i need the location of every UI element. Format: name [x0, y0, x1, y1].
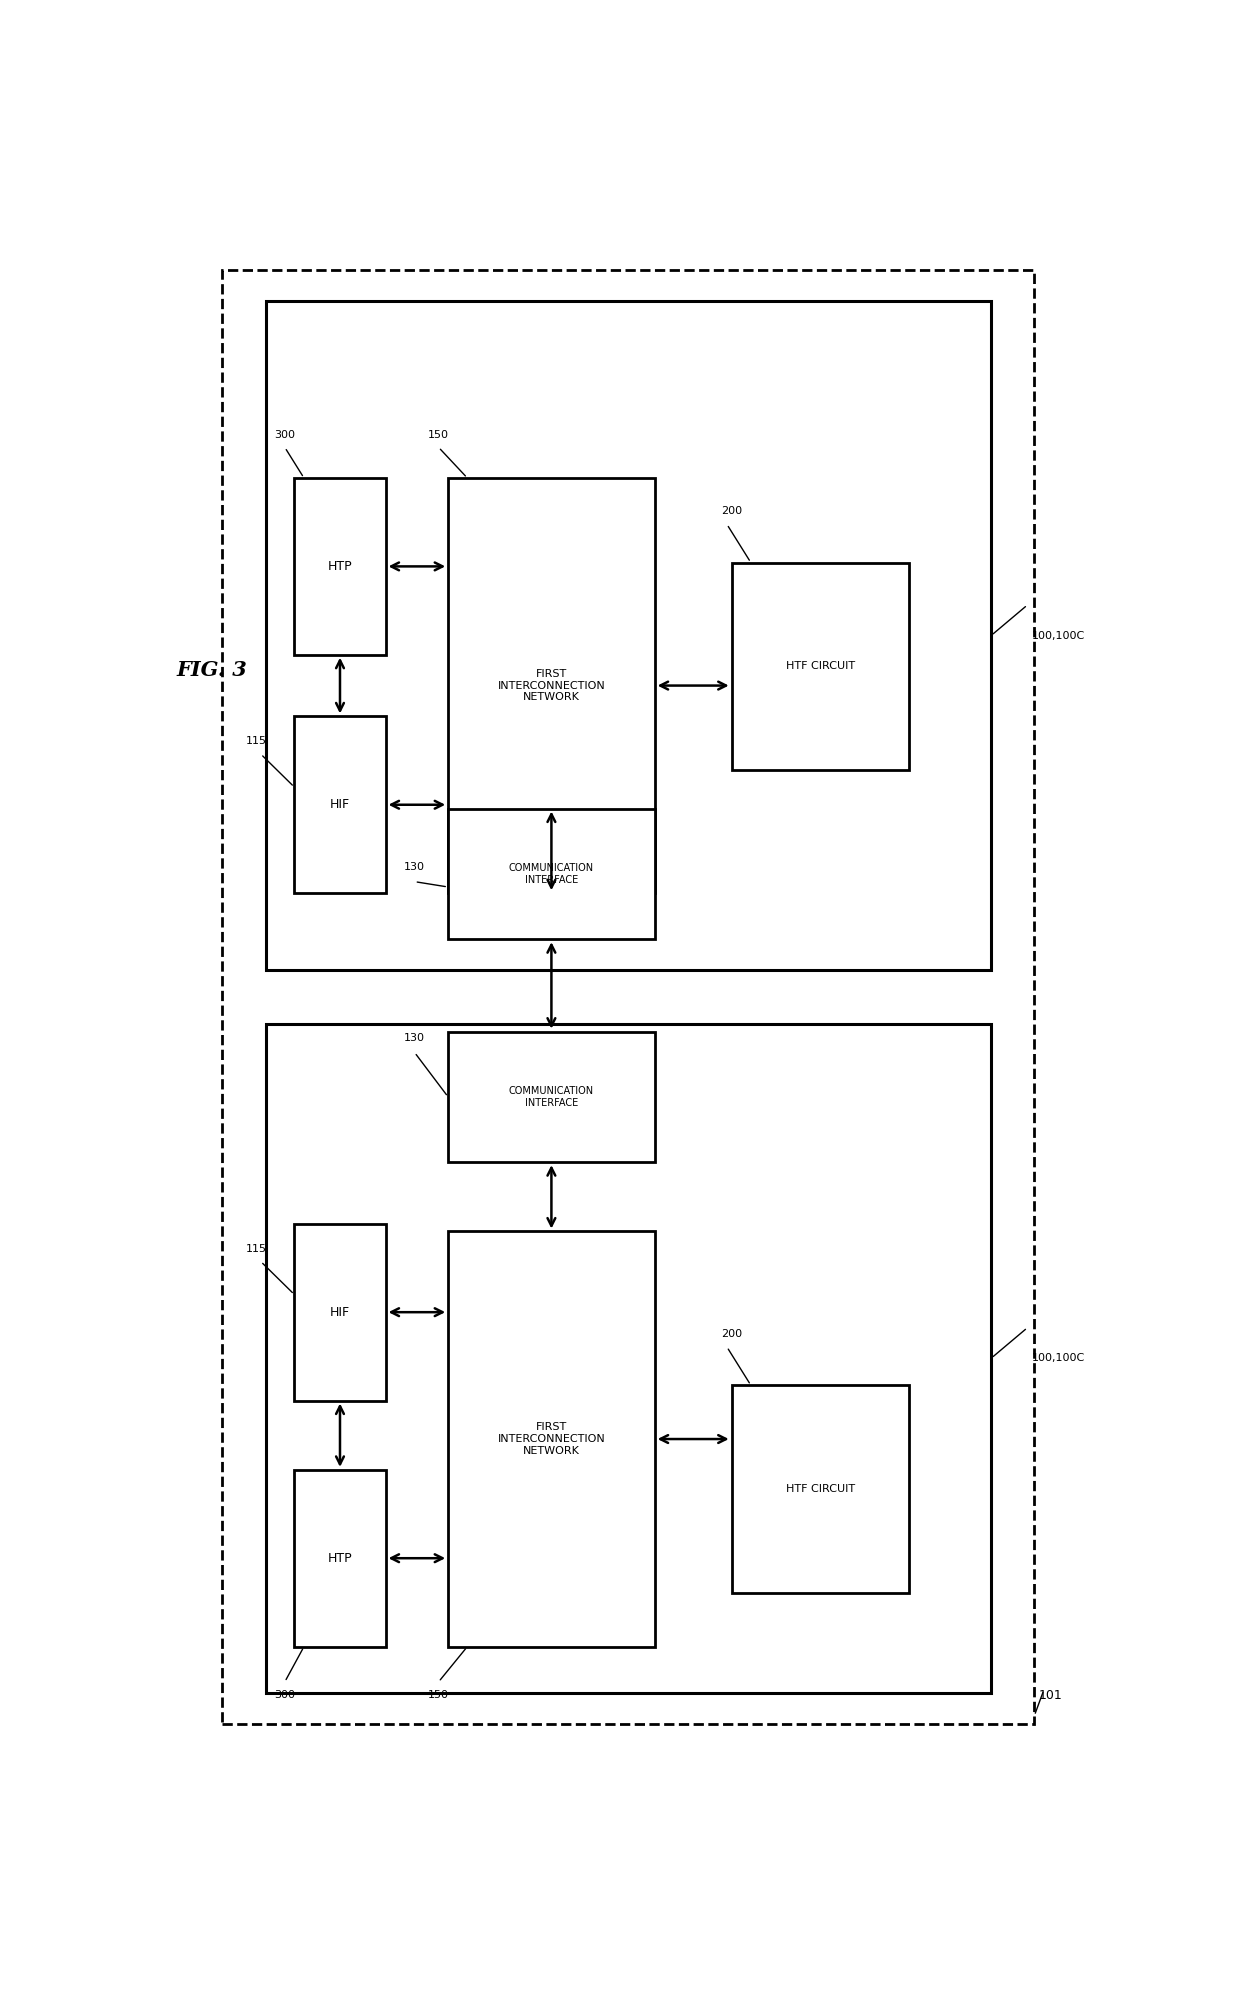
- Text: 200: 200: [720, 1330, 743, 1340]
- Text: 100,100C: 100,100C: [1032, 1354, 1085, 1364]
- Bar: [732, 563, 909, 771]
- Bar: [294, 1470, 386, 1648]
- Text: HIF: HIF: [330, 799, 350, 811]
- Bar: [448, 1032, 655, 1162]
- Text: HTP: HTP: [327, 1552, 352, 1566]
- Text: 115: 115: [246, 737, 267, 747]
- Text: 150: 150: [428, 429, 449, 439]
- Text: FIG. 3: FIG. 3: [176, 661, 247, 681]
- Bar: [294, 717, 386, 893]
- Text: HTF CIRCUIT: HTF CIRCUIT: [786, 1484, 856, 1494]
- Text: COMMUNICATION
INTERFACE: COMMUNICATION INTERFACE: [508, 1086, 594, 1108]
- Text: 115: 115: [246, 1244, 267, 1254]
- Text: HIF: HIF: [330, 1306, 350, 1318]
- Bar: [448, 809, 655, 939]
- Text: 300: 300: [274, 429, 295, 439]
- Bar: [265, 1024, 991, 1693]
- Bar: [265, 302, 991, 971]
- Bar: [732, 1386, 909, 1594]
- Bar: [294, 1224, 386, 1400]
- Text: 101: 101: [1039, 1689, 1063, 1701]
- Text: 130: 130: [404, 863, 425, 873]
- Text: HTP: HTP: [327, 559, 352, 573]
- Text: HTF CIRCUIT: HTF CIRCUIT: [786, 661, 856, 671]
- Bar: [294, 477, 386, 655]
- Text: COMMUNICATION
INTERFACE: COMMUNICATION INTERFACE: [508, 863, 594, 885]
- Text: FIRST
INTERCONNECTION
NETWORK: FIRST INTERCONNECTION NETWORK: [497, 1422, 605, 1456]
- Text: 150: 150: [428, 1689, 449, 1699]
- Text: FIRST
INTERCONNECTION
NETWORK: FIRST INTERCONNECTION NETWORK: [497, 669, 605, 703]
- Text: 200: 200: [720, 507, 743, 517]
- Bar: [448, 477, 655, 893]
- Bar: [448, 1232, 655, 1648]
- Text: 300: 300: [274, 1689, 295, 1699]
- Text: 100,100C: 100,100C: [1032, 631, 1085, 641]
- Bar: [222, 270, 1034, 1723]
- Text: 130: 130: [404, 1032, 425, 1042]
